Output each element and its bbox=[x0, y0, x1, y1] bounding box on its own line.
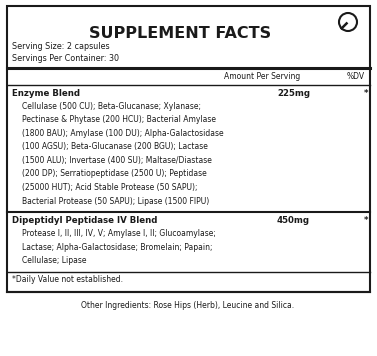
Text: Serving Size: 2 capsules: Serving Size: 2 capsules bbox=[12, 42, 110, 51]
Text: Pectinase & Phytase (200 HCU); Bacterial Amylase: Pectinase & Phytase (200 HCU); Bacterial… bbox=[22, 115, 216, 125]
Text: Cellulase (500 CU); Beta-Glucanase; Xylanase;: Cellulase (500 CU); Beta-Glucanase; Xyla… bbox=[22, 102, 201, 111]
Text: (25000 HUT); Acid Stable Protease (50 SAPU);: (25000 HUT); Acid Stable Protease (50 SA… bbox=[22, 183, 198, 192]
Text: *Daily Value not established.: *Daily Value not established. bbox=[12, 276, 123, 284]
Text: Servings Per Container: 30: Servings Per Container: 30 bbox=[12, 54, 119, 63]
Text: 225mg: 225mg bbox=[277, 89, 310, 98]
Text: Dipeptidyl Peptidase IV Blend: Dipeptidyl Peptidase IV Blend bbox=[12, 216, 157, 225]
Text: Bacterial Protease (50 SAPU); Lipase (1500 FIPU): Bacterial Protease (50 SAPU); Lipase (15… bbox=[22, 197, 209, 205]
Text: Enzyme Blend: Enzyme Blend bbox=[12, 89, 80, 98]
Text: (1800 BAU); Amylase (100 DU); Alpha-Galactosidase: (1800 BAU); Amylase (100 DU); Alpha-Gala… bbox=[22, 129, 224, 138]
Text: (200 DP); Serratiopeptidase (2500 U); Peptidase: (200 DP); Serratiopeptidase (2500 U); Pe… bbox=[22, 169, 207, 178]
Text: Lactase; Alpha-Galactosidase; Bromelain; Papain;: Lactase; Alpha-Galactosidase; Bromelain;… bbox=[22, 242, 213, 251]
Text: %DV: %DV bbox=[347, 72, 365, 81]
Text: Other Ingredients: Rose Hips (Herb), Leucine and Silica.: Other Ingredients: Rose Hips (Herb), Leu… bbox=[81, 302, 294, 310]
Text: Cellulase; Lipase: Cellulase; Lipase bbox=[22, 256, 86, 265]
Text: 450mg: 450mg bbox=[277, 216, 310, 225]
Text: *: * bbox=[363, 216, 368, 225]
Text: Protease I, II, III, IV, V; Amylase I, II; Glucoamylase;: Protease I, II, III, IV, V; Amylase I, I… bbox=[22, 229, 216, 238]
Text: *: * bbox=[363, 89, 368, 98]
Text: Amount Per Serving: Amount Per Serving bbox=[224, 72, 300, 81]
Text: (100 AGSU); Beta-Glucanase (200 BGU); Lactase: (100 AGSU); Beta-Glucanase (200 BGU); La… bbox=[22, 142, 208, 152]
Bar bbox=[7, 6, 370, 292]
Text: SUPPLEMENT FACTS: SUPPLEMENT FACTS bbox=[89, 26, 271, 41]
Text: (1500 ALU); Invertase (400 SU); Maltase/Diastase: (1500 ALU); Invertase (400 SU); Maltase/… bbox=[22, 156, 212, 165]
